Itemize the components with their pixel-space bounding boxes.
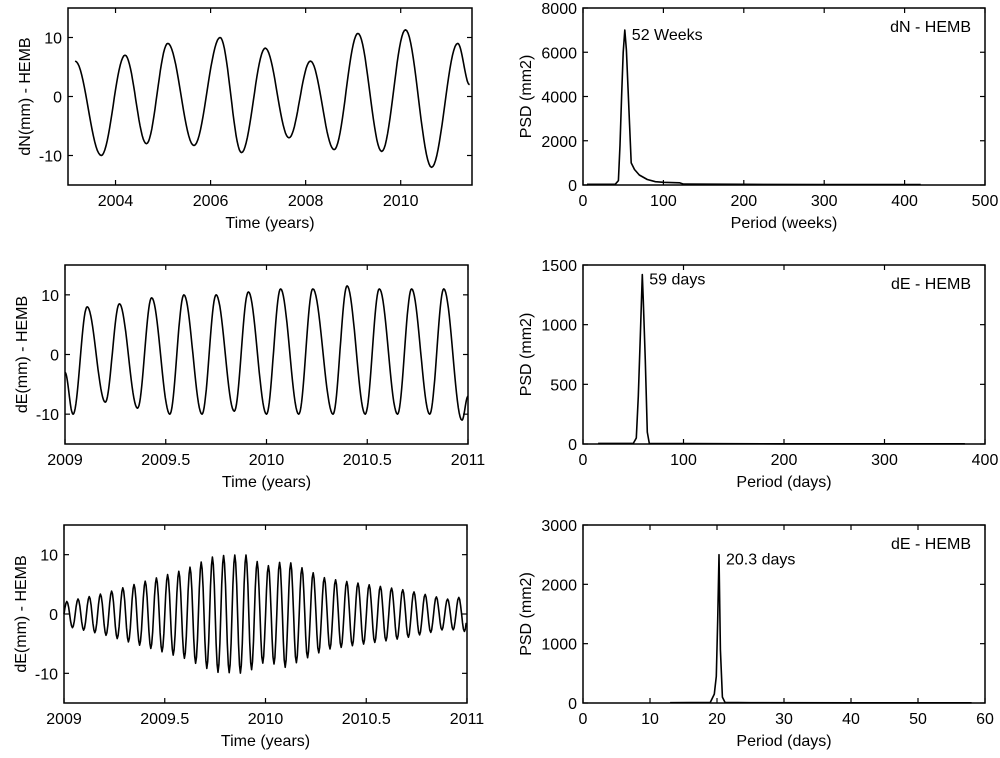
axes-frame: [582, 264, 986, 445]
axes-frame: [582, 524, 986, 704]
x-tick-label: 40: [842, 711, 860, 728]
y-tick-label: 10: [40, 548, 58, 565]
x-tick-label: 300: [871, 452, 898, 469]
x-tick-label: 2010.5: [343, 452, 392, 469]
x-tick-label: 100: [670, 452, 697, 469]
peak-annotation: 20.3 days: [726, 552, 795, 569]
y-tick-label: 2000: [541, 577, 577, 594]
y-tick-label: 4000: [541, 90, 577, 107]
x-axis-label: Period (days): [736, 474, 831, 491]
y-tick-label: 8000: [541, 1, 577, 18]
series-line: [74, 28, 470, 169]
x-tick-label: 200: [771, 452, 798, 469]
y-tick-label: 0: [53, 90, 62, 107]
y-tick-label: 0: [50, 348, 59, 365]
x-axis-label: Period (weeks): [731, 215, 838, 232]
series-line: [63, 554, 467, 674]
y-axis-label: PSD (mm2): [518, 55, 535, 139]
y-tick-label: 10: [41, 288, 59, 305]
axes-frame: [67, 7, 473, 186]
y-axis-label: PSD (mm2): [518, 313, 535, 397]
x-tick-label: 50: [909, 711, 927, 728]
x-tick-label: 2011: [451, 452, 486, 469]
y-axis-label: dE(mm) - HEMB: [13, 555, 30, 672]
x-tick-label: 2010: [249, 452, 285, 469]
y-tick-label: -10: [39, 149, 62, 166]
y-tick-label: 0: [568, 437, 577, 454]
x-axis-label: Time (years): [222, 474, 311, 491]
x-tick-label: 2010: [248, 711, 284, 728]
series-line: [64, 285, 469, 421]
y-tick-label: 0: [568, 178, 577, 195]
y-tick-label: 10: [44, 31, 62, 48]
x-tick-label: 2004: [98, 193, 134, 210]
y-tick-label: 2000: [541, 134, 577, 151]
x-tick-label: 2006: [193, 193, 229, 210]
y-tick-label: 1000: [541, 318, 577, 335]
y-tick-label: -10: [36, 407, 59, 424]
y-tick-label: 1000: [541, 637, 577, 654]
subplot-de-psd-1: 0 100 200 300 400 0 500 1000 1500 Period (days) PS…: [518, 258, 998, 491]
y-tick-label: 3000: [541, 518, 577, 535]
x-tick-label: 10: [641, 711, 659, 728]
subplot-dn-psd: 0 100 200 300 400 500 0 2000 4000 6000 8000 Period …: [518, 1, 998, 232]
y-tick-label: 500: [550, 377, 577, 394]
series-line: [670, 553, 972, 704]
peak-annotation: 52 Weeks: [632, 27, 703, 44]
x-tick-label: 60: [976, 711, 994, 728]
x-axis-label: Time (years): [221, 733, 310, 750]
y-tick-label: -10: [35, 666, 58, 683]
y-axis-label: PSD (mm2): [518, 572, 535, 656]
axes-frame: [64, 264, 469, 445]
subplot-title: dN - HEMB: [890, 19, 971, 36]
x-tick-label: 2009: [46, 711, 82, 728]
y-tick-label: 1500: [541, 258, 577, 275]
subplot-dn-time: 2004 2006 2008 2010 -10 0 10 Time (years) dN(mm)…: [17, 7, 473, 232]
x-tick-label: 200: [730, 193, 757, 210]
y-axis-label: dN(mm) - HEMB: [17, 37, 34, 155]
x-tick-label: 0: [579, 193, 588, 210]
y-axis-label: dE(mm) - HEMB: [14, 296, 31, 413]
x-tick-label: 2011: [450, 711, 485, 728]
x-tick-label: 500: [972, 193, 999, 210]
x-tick-label: 2009.5: [140, 711, 189, 728]
x-axis-label: Period (days): [736, 733, 831, 750]
subplot-title: dE - HEMB: [891, 536, 971, 553]
x-tick-label: 400: [891, 193, 918, 210]
series-line: [598, 273, 965, 445]
x-axis-label: Time (years): [225, 215, 314, 232]
x-tick-label: 20: [708, 711, 726, 728]
subplot-de-time-1: 2009 2009.5 2010 2010.5 2011 -10 0 10 Time (year…: [14, 264, 486, 491]
y-tick-label: 0: [568, 696, 577, 713]
series-line: [587, 29, 921, 186]
subplot-de-psd-2: 0 10 20 30 40 50 60 0 1000 2000 3000 Period (days) P…: [518, 518, 994, 750]
x-tick-label: 30: [775, 711, 793, 728]
subplot-title: dE - HEMB: [891, 276, 971, 293]
x-tick-label: 100: [650, 193, 677, 210]
x-tick-label: 2009: [47, 452, 83, 469]
x-tick-label: 2008: [288, 193, 324, 210]
subplot-de-time-2: 2009 2009.5 2010 2010.5 2011 -10 0 10 Time (year…: [13, 524, 485, 750]
axes-frame: [582, 7, 986, 186]
x-tick-label: 400: [972, 452, 999, 469]
x-tick-label: 0: [579, 711, 588, 728]
x-tick-label: 2010: [383, 193, 419, 210]
y-tick-label: 0: [49, 607, 58, 624]
y-tick-label: 6000: [541, 45, 577, 62]
x-tick-label: 0: [579, 452, 588, 469]
x-tick-label: 300: [811, 193, 838, 210]
x-tick-label: 2010.5: [342, 711, 391, 728]
x-tick-label: 2009.5: [141, 452, 190, 469]
peak-annotation: 59 days: [649, 272, 705, 289]
